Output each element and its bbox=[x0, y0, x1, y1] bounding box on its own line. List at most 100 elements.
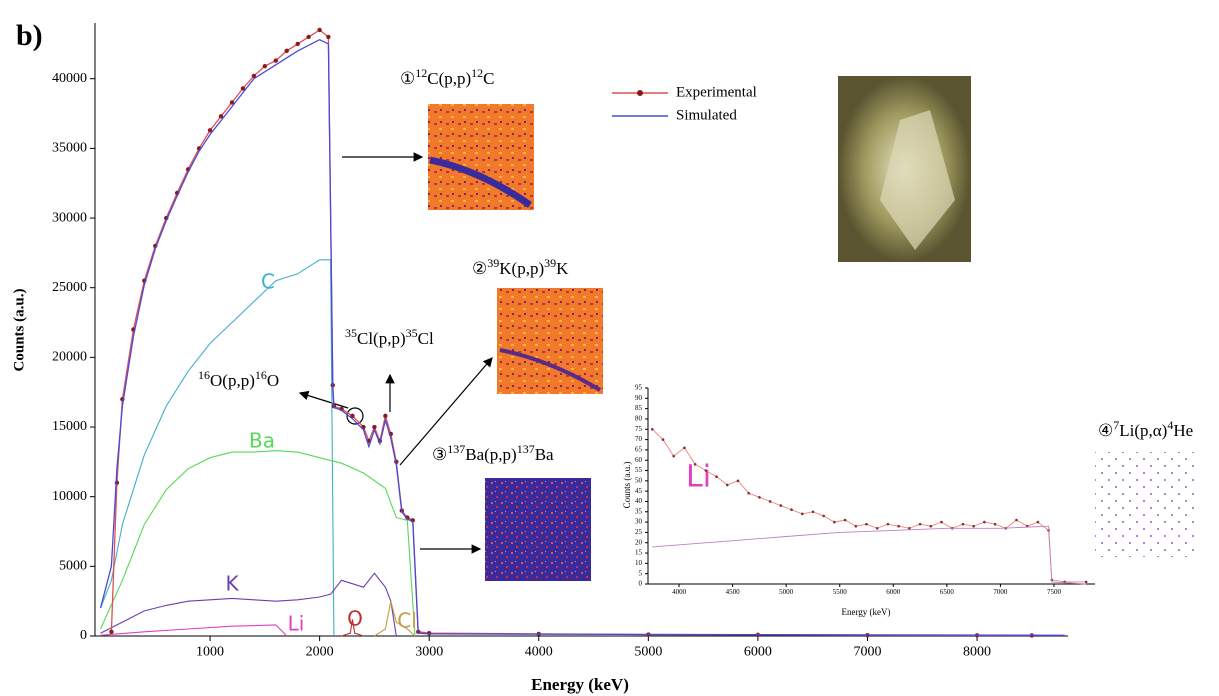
data-point bbox=[317, 27, 322, 33]
data-point bbox=[940, 520, 943, 524]
data-point bbox=[865, 522, 868, 526]
curve-label: Cl bbox=[397, 609, 417, 633]
element-curve bbox=[99, 259, 335, 637]
annotation-text: ① bbox=[400, 69, 415, 88]
y-tick-label: 10 bbox=[635, 559, 643, 567]
data-point bbox=[251, 73, 257, 79]
data-point bbox=[886, 522, 890, 526]
data-point bbox=[218, 114, 224, 119]
inset-x-label: Energy (keV) bbox=[841, 607, 890, 617]
x-tick-label: 7000 bbox=[853, 644, 881, 659]
data-point bbox=[262, 63, 268, 69]
data-point bbox=[918, 522, 922, 526]
data-point bbox=[405, 515, 410, 520]
annotation-superscript: 16 bbox=[198, 368, 210, 382]
data-point bbox=[650, 427, 654, 431]
annotation-text: O(p,p) bbox=[210, 371, 255, 390]
x-tick-label: 5000 bbox=[634, 644, 662, 659]
annotation: 16O(p,p)16O bbox=[198, 368, 279, 390]
x-tick-label: 6000 bbox=[886, 588, 901, 596]
panel-label: b) bbox=[16, 19, 43, 52]
annotation-superscript: 35 bbox=[406, 326, 418, 340]
annotation-superscript: 16 bbox=[255, 368, 267, 382]
annotation-superscript: 39 bbox=[544, 256, 556, 270]
y-tick-label: 15 bbox=[635, 549, 643, 557]
annotation: ①12C(p,p)12C bbox=[400, 66, 495, 88]
data-point bbox=[908, 526, 911, 530]
annotation-text: C bbox=[483, 69, 494, 88]
annotation-text: Cl(p,p) bbox=[357, 329, 406, 348]
annotation-superscript: 12 bbox=[415, 66, 427, 80]
data-point bbox=[284, 48, 289, 54]
annotation-superscript: 12 bbox=[471, 66, 483, 80]
x-axis-label: Energy (keV) bbox=[531, 675, 629, 694]
map-k bbox=[497, 288, 603, 394]
x-tick-label: 6000 bbox=[744, 644, 772, 659]
curve-label: K bbox=[225, 572, 239, 596]
map-feature bbox=[429, 156, 533, 208]
data-point bbox=[747, 491, 750, 495]
data-point bbox=[295, 41, 300, 47]
data-point bbox=[758, 496, 761, 499]
x-tick-label: 3000 bbox=[415, 644, 443, 659]
data-point bbox=[768, 500, 772, 503]
data-point bbox=[961, 522, 965, 526]
y-tick-label: 75 bbox=[635, 425, 643, 433]
annotation-text: O bbox=[267, 371, 279, 390]
map-li bbox=[1090, 452, 1196, 557]
curve-label: Li bbox=[288, 612, 305, 636]
x-tick-label: 4000 bbox=[672, 588, 687, 596]
y-tick-label: 35 bbox=[635, 507, 643, 515]
y-tick-label: 25000 bbox=[52, 280, 87, 295]
annotation-superscript: 4 bbox=[1167, 418, 1173, 432]
x-tick-label: 2000 bbox=[306, 644, 334, 659]
x-tick-label: 8000 bbox=[963, 644, 991, 659]
annotation: ④7Li(p,α)4He bbox=[1098, 418, 1193, 440]
annotation-text: Cl bbox=[418, 329, 434, 348]
curve-label: Ba bbox=[249, 429, 275, 453]
element-curve bbox=[341, 619, 364, 637]
inset-label: Li bbox=[686, 460, 711, 495]
map-feature bbox=[499, 348, 602, 392]
element-curve bbox=[100, 572, 397, 637]
annotation: ②39K(p,p)39K bbox=[472, 256, 569, 278]
data-point bbox=[114, 480, 120, 485]
data-point bbox=[790, 508, 793, 512]
x-tick-label: 4000 bbox=[525, 644, 553, 659]
annotation-text: ③ bbox=[432, 445, 447, 464]
annotation-text: Li(p,α) bbox=[1119, 421, 1167, 440]
data-point bbox=[383, 413, 388, 419]
data-point bbox=[704, 469, 708, 472]
image-maps bbox=[428, 76, 1196, 581]
legend-label: Simulated bbox=[676, 107, 737, 123]
legend-marker bbox=[637, 90, 643, 96]
x-tick-label: 5000 bbox=[779, 588, 794, 596]
data-point bbox=[683, 446, 686, 450]
data-point bbox=[661, 438, 665, 441]
annotation-text: Ba bbox=[535, 445, 554, 464]
curve-label: O bbox=[347, 607, 363, 631]
data-point bbox=[693, 463, 697, 466]
element-curve bbox=[100, 624, 288, 637]
annotation-superscript: 137 bbox=[447, 442, 465, 456]
data-point bbox=[240, 86, 246, 91]
data-point bbox=[972, 524, 975, 528]
annotation: 35Cl(p,p)35Cl bbox=[345, 326, 434, 348]
annotation-text: C(p,p) bbox=[427, 69, 471, 88]
peak-circle bbox=[346, 407, 364, 425]
data-point bbox=[326, 34, 331, 40]
y-tick-label: 65 bbox=[635, 446, 643, 454]
x-tick-label: 6500 bbox=[940, 588, 955, 596]
x-tick-label: 4500 bbox=[726, 588, 741, 596]
data-point bbox=[833, 520, 836, 524]
data-point bbox=[993, 522, 997, 526]
annotation-text: K bbox=[556, 259, 569, 278]
annotation-superscript: 39 bbox=[487, 256, 499, 270]
data-point bbox=[725, 483, 729, 487]
inset-y-label: Counts (a.u.) bbox=[622, 462, 632, 509]
data-point bbox=[1036, 520, 1040, 524]
data-point bbox=[897, 524, 900, 528]
arrow bbox=[399, 357, 493, 466]
data-point bbox=[1084, 580, 1088, 584]
